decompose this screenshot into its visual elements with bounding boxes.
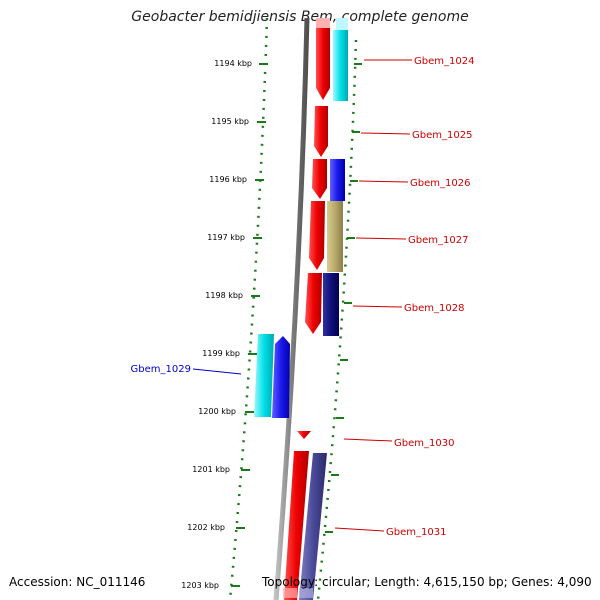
cyan-block-top (336, 18, 348, 30)
outer-scale-line (316, 39, 358, 600)
gene-label[interactable]: Gbem_1028 (404, 303, 464, 314)
tick-1203: 1203 kbp (181, 581, 240, 590)
gene-bottom-marker (283, 588, 297, 598)
label-gbem-1030[interactable]: Gbem_1030 (343, 438, 454, 449)
cyan-block-gbem-1029 (254, 334, 274, 417)
outer-ticks (325, 63, 362, 533)
gene-arrow-gbem-1031[interactable] (284, 451, 309, 600)
tick-1196: 1196 kbp (209, 175, 264, 184)
tick-label: 1195 kbp (211, 117, 249, 126)
label-gbem-1027[interactable]: Gbem_1027 (355, 235, 468, 246)
gene-label[interactable]: Gbem_1025 (412, 130, 472, 141)
label-gbem-1031[interactable]: Gbem_1031 (334, 527, 446, 538)
tick-1198: 1198 kbp (205, 291, 260, 300)
gene-label[interactable]: Gbem_1030 (394, 438, 454, 449)
tick-1202: 1202 kbp (187, 523, 245, 532)
tick-1199: 1199 kbp (202, 349, 257, 358)
tick-label: 1201 kbp (192, 465, 230, 474)
tick-label: 1200 kbp (198, 407, 236, 416)
tick-label: 1196 kbp (209, 175, 247, 184)
gene-arrow-gbem-1026[interactable] (312, 159, 327, 199)
slate-block-bottom (299, 588, 313, 598)
gene-arrow-gbem-1030[interactable] (297, 431, 311, 439)
map-title: Geobacter bemidjiensis Bem, complete gen… (131, 9, 469, 25)
inner-scale-line (228, 17, 269, 600)
gene-label[interactable]: Gbem_1024 (414, 56, 474, 67)
label-gbem-1026[interactable]: Gbem_1026 (358, 178, 470, 189)
tick-1194: 1194 kbp (214, 59, 268, 68)
label-gbem-1028[interactable]: Gbem_1028 (352, 303, 464, 314)
gene-label[interactable]: Gbem_1031 (386, 527, 446, 538)
tick-label: 1202 kbp (187, 523, 225, 532)
tick-label: 1197 kbp (207, 233, 245, 242)
gene-top-marker (316, 18, 330, 28)
tick-label: 1198 kbp (205, 291, 243, 300)
tick-1195: 1195 kbp (211, 117, 266, 126)
tick-1201: 1201 kbp (192, 465, 250, 474)
genome-backbone (273, 17, 310, 600)
navy-block-gbem-1028 (323, 273, 339, 336)
olive-block-gbem-1027 (327, 201, 343, 272)
tick-1200: 1200 kbp (198, 407, 254, 416)
label-gbem-1029[interactable]: Gbem_1029 (131, 364, 242, 375)
slate-block-gbem-1031 (299, 453, 327, 600)
gene-arrow-gbem-1024[interactable] (316, 28, 330, 100)
label-gbem-1025[interactable]: Gbem_1025 (360, 130, 472, 141)
gene-arrow-gbem-1029[interactable] (272, 336, 290, 418)
gene-arrow-gbem-1028[interactable] (305, 273, 322, 334)
tick-label: 1203 kbp (181, 581, 219, 590)
accession-text: Accession: NC_011146 (9, 575, 146, 589)
label-gbem-1024[interactable]: Gbem_1024 (364, 56, 474, 67)
tick-label: 1194 kbp (214, 59, 252, 68)
topology-text: Topology: circular; Length: 4,615,150 bp… (262, 575, 592, 589)
gene-label[interactable]: Gbem_1026 (410, 178, 470, 189)
tick-label: 1199 kbp (202, 349, 240, 358)
gene-arrow-gbem-1027[interactable] (309, 201, 325, 270)
cyan-block-gbem-1024 (333, 30, 348, 101)
gene-arrow-gbem-1025[interactable] (314, 106, 328, 157)
gene-label[interactable]: Gbem_1027 (408, 235, 468, 246)
tick-1197: 1197 kbp (207, 233, 262, 242)
blue-block-gbem-1026 (330, 159, 345, 201)
gene-label[interactable]: Gbem_1029 (131, 364, 191, 375)
